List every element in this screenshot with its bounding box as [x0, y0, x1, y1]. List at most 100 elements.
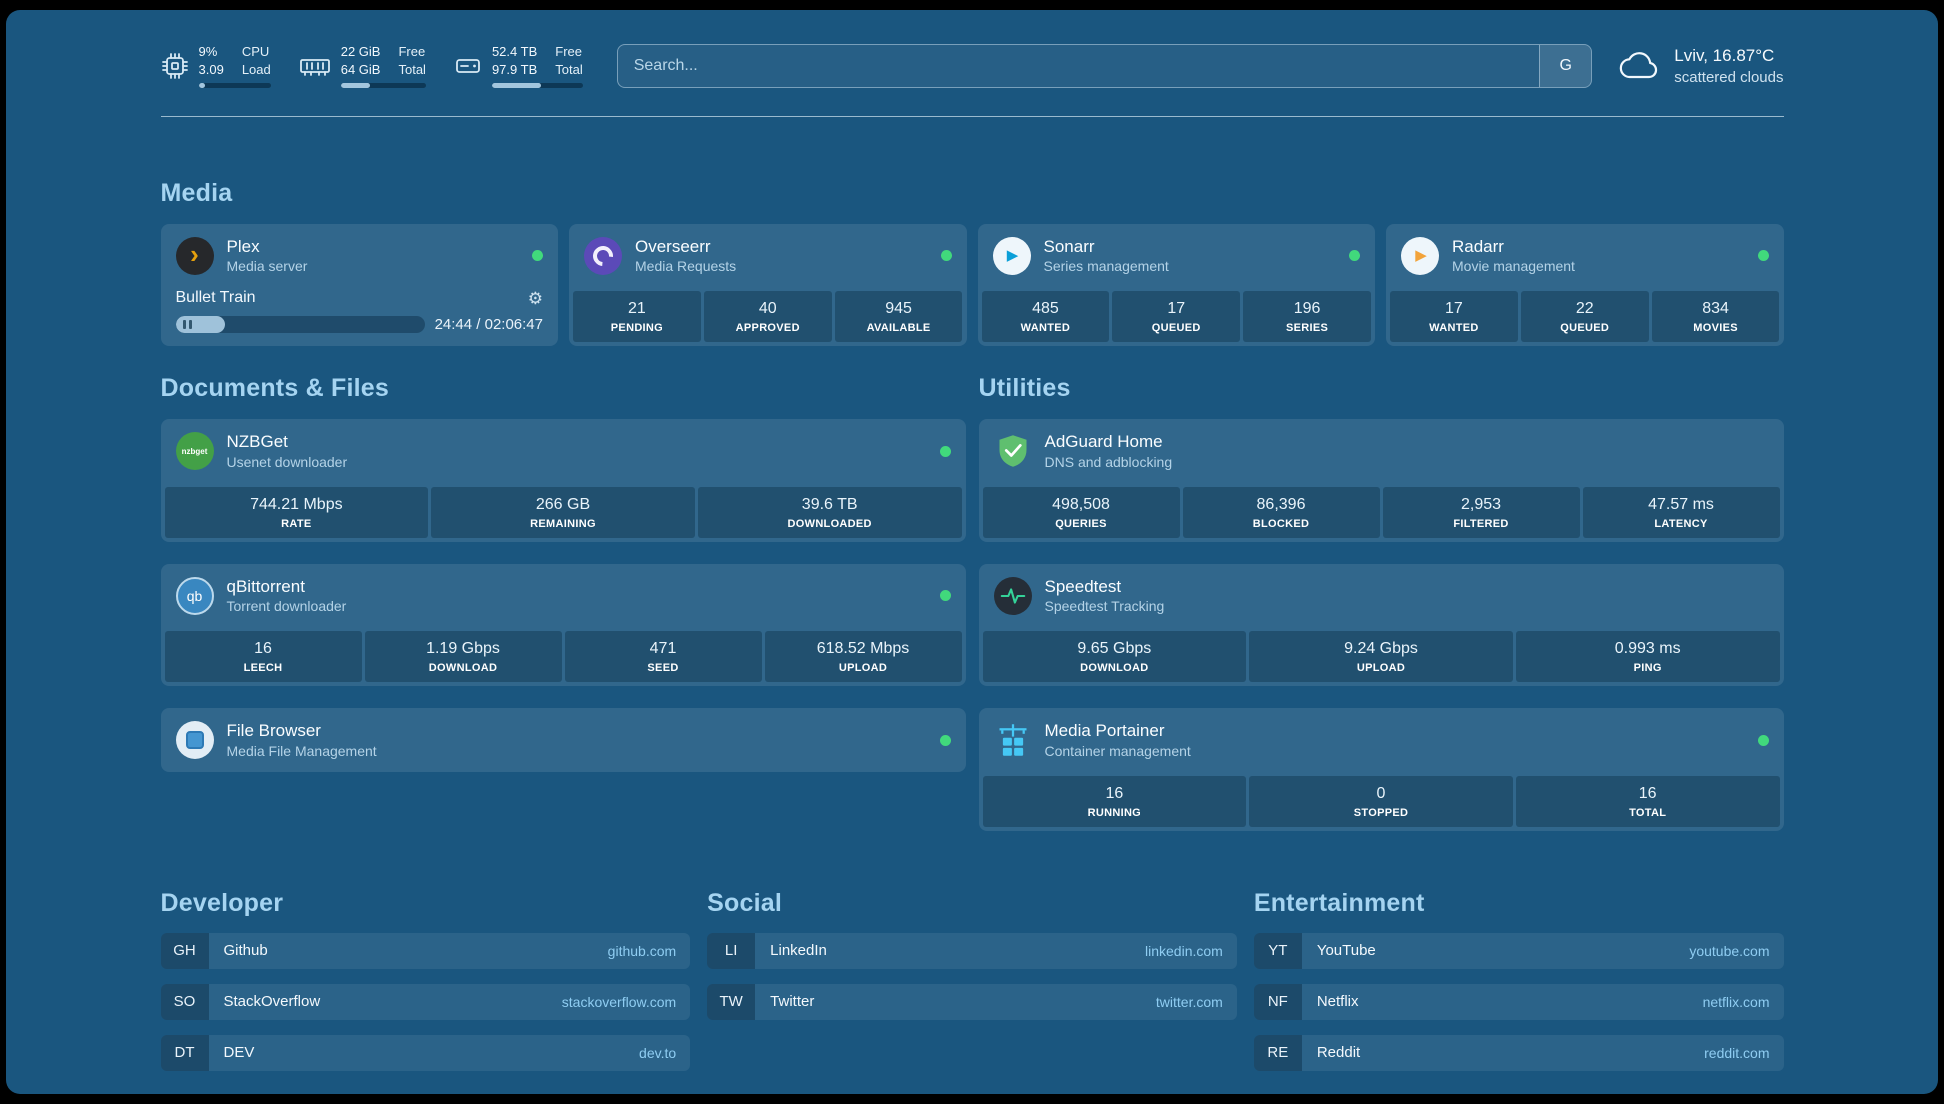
stat-pending: 21 PENDING — [573, 291, 701, 343]
bookmark-domain: stackoverflow.com — [561, 993, 677, 1010]
bookmark-name: Github — [223, 942, 268, 960]
memory-widget: 22 GiB Free 64 GiB Total — [299, 44, 426, 88]
resource-widgets: 9% CPU 3.09 Load — [161, 44, 583, 88]
cpu-load-label: Load — [241, 62, 271, 77]
documents-section-title: Documents & Files — [160, 374, 389, 403]
bookmark-domain: youtube.com — [1689, 942, 1770, 959]
cpu-usage-label: CPU — [241, 44, 270, 60]
portainer-crane-icon — [994, 721, 1032, 759]
stat-queued: 17 QUEUED — [1112, 291, 1241, 343]
bookmark-github[interactable]: GH Github github.com — [160, 932, 691, 969]
stat-stopped: 0 STOPPED — [1249, 775, 1513, 827]
stat-download: 1.19 Gbps DOWNLOAD — [364, 631, 562, 683]
bookmark-netflix[interactable]: NF Netflix netflix.com — [1253, 983, 1784, 1020]
bookmark-group-social: Social LI LinkedIn linkedin.com TW Twitt… — [707, 889, 1237, 1071]
service-subtitle-radarr: Movie management — [1452, 258, 1575, 275]
service-subtitle-plex: Media server — [226, 258, 308, 275]
bookmark-linkedin[interactable]: LI LinkedIn linkedin.com — [707, 932, 1237, 969]
cpu-widget: 9% CPU 3.09 Load — [161, 44, 271, 88]
service-name-portainer: Media Portainer — [1044, 721, 1165, 741]
status-online-dot — [1349, 250, 1360, 262]
bookmark-stackoverflow[interactable]: SO StackOverflow stackoverflow.com — [160, 983, 691, 1020]
playback-progress-bar[interactable] — [175, 316, 425, 334]
cpu-progress-bar — [198, 82, 271, 88]
developer-group-title: Developer — [160, 888, 284, 917]
service-card-nzbget[interactable]: nzbget NZBGet Usenet downloader 744.21 M… — [160, 419, 966, 542]
bookmark-name: Reddit — [1316, 1044, 1361, 1062]
section-utilities: Utilities AdGuard Home — [978, 374, 1784, 831]
entertainment-group-title: Entertainment — [1253, 888, 1425, 917]
stat-remaining: 266 GB REMAINING — [431, 486, 695, 538]
stat-seed: 471 SEED — [564, 631, 762, 683]
stat-queries: 498,508 QUERIES — [982, 486, 1180, 538]
bookmark-youtube[interactable]: YT YouTube youtube.com — [1253, 932, 1784, 969]
sonarr-icon: ▶ — [992, 236, 1031, 275]
bookmark-abbr: SO — [160, 983, 209, 1020]
stat-available: 945 AVAILABLE — [834, 291, 963, 343]
topbar-divider — [160, 116, 1784, 117]
cpu-usage-value: 9% — [198, 44, 218, 60]
weather-widget: Lviv, 16.87°C scattered clouds — [1618, 45, 1784, 87]
stat-ping: 0.993 ms PING — [1515, 631, 1780, 683]
top-bar: 9% CPU 3.09 Load — [161, 10, 1784, 88]
memory-free-value: 22 GiB — [340, 44, 381, 60]
stat-wanted: 17 WANTED — [1390, 291, 1518, 343]
bookmark-name: Twitter — [770, 993, 815, 1011]
radarr-icon: ▶ — [1401, 236, 1439, 275]
status-online-dot — [532, 250, 543, 262]
stat-running: 16 RUNNING — [982, 775, 1247, 827]
service-card-sonarr[interactable]: ▶ Sonarr Series management 485 WANTED — [977, 224, 1375, 347]
search-input[interactable] — [617, 45, 1540, 87]
stat-leech: 16 LEECH — [164, 631, 362, 683]
stat-filtered: 2,953 FILTERED — [1382, 486, 1580, 538]
cpu-load-value: 3.09 — [198, 62, 224, 77]
service-subtitle-qbittorrent: Torrent downloader — [226, 598, 347, 615]
disk-free-value: 52.4 TB — [491, 44, 538, 60]
service-card-qbittorrent[interactable]: qb qBittorrent Torrent downloader 16 — [160, 563, 966, 687]
bookmark-name: Netflix — [1316, 993, 1359, 1011]
bookmark-reddit[interactable]: RE Reddit reddit.com — [1253, 1034, 1784, 1071]
weather-location: Lviv, 16.87°C — [1674, 45, 1775, 65]
bookmark-name: LinkedIn — [770, 942, 827, 960]
bookmark-domain: twitter.com — [1155, 993, 1223, 1010]
service-card-speedtest[interactable]: Speedtest Speedtest Tracking 9.65 Gbps D… — [978, 563, 1784, 687]
service-card-overseerr[interactable]: Overseerr Media Requests 21 PENDING 40 A… — [569, 224, 967, 347]
bookmark-domain: linkedin.com — [1145, 942, 1223, 959]
bookmark-abbr: DT — [160, 1034, 209, 1071]
pause-icon[interactable] — [182, 316, 192, 333]
service-card-plex[interactable]: › Plex Media server Bullet Train ⚙ — [160, 224, 558, 347]
service-name-radarr: Radarr — [1452, 237, 1504, 256]
service-card-portainer[interactable]: Media Portainer Container management 16 … — [978, 708, 1784, 831]
bookmark-dev[interactable]: DT DEV dev.to — [160, 1034, 691, 1071]
search-bar: G — [616, 44, 1593, 88]
stat-latency: 47.57 ms LATENCY — [1582, 486, 1780, 538]
service-name-nzbget: NZBGet — [226, 432, 288, 452]
service-card-adguard[interactable]: AdGuard Home DNS and adblocking 498,508 … — [978, 419, 1784, 542]
bookmark-twitter[interactable]: TW Twitter twitter.com — [707, 983, 1237, 1020]
stat-rate: 744.21 Mbps RATE — [164, 486, 429, 538]
bookmark-name: YouTube — [1316, 942, 1376, 960]
service-card-filebrowser[interactable]: File Browser Media File Management — [160, 708, 966, 772]
service-name-plex: Plex — [226, 237, 260, 256]
utilities-section-title: Utilities — [978, 374, 1071, 403]
stat-queued: 22 QUEUED — [1520, 291, 1649, 343]
stat-downloaded: 39.6 TB DOWNLOADED — [697, 486, 962, 538]
stat-series: 196 SERIES — [1243, 291, 1371, 343]
settings-gear-icon[interactable]: ⚙ — [527, 288, 543, 308]
service-name-overseerr: Overseerr — [635, 237, 711, 256]
filebrowser-icon — [175, 721, 214, 760]
status-online-dot — [939, 445, 951, 457]
disk-icon — [454, 52, 482, 80]
cpu-icon — [161, 52, 189, 80]
service-subtitle-portainer: Container management — [1044, 742, 1191, 759]
weather-condition: scattered clouds — [1674, 68, 1784, 86]
service-name-adguard: AdGuard Home — [1044, 432, 1163, 452]
service-card-radarr[interactable]: ▶ Radarr Movie management 17 WANTED — [1386, 224, 1784, 347]
status-online-dot — [940, 250, 952, 262]
service-name-sonarr: Sonarr — [1043, 237, 1095, 256]
search-provider-button[interactable]: G — [1539, 45, 1592, 87]
service-subtitle-nzbget: Usenet downloader — [226, 453, 348, 470]
playback-time: 24:44 / 02:06:47 — [434, 316, 543, 334]
memory-free-label: Free — [398, 44, 426, 60]
disk-widget: 52.4 TB Free 97.9 TB Total — [454, 44, 583, 88]
